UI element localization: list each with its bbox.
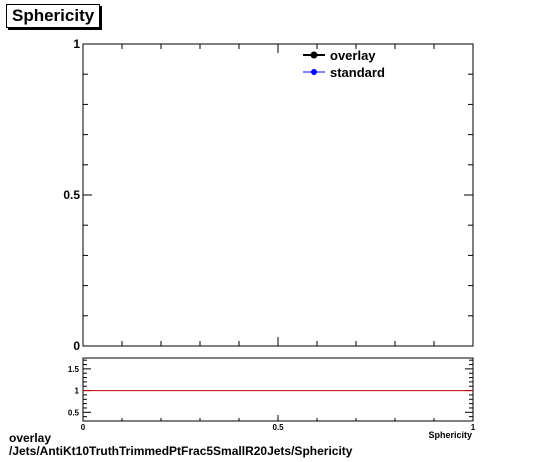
main-y-tick-label: 1 (73, 37, 80, 51)
caption-line-2: /Jets/AntiKt10TruthTrimmedPtFrac5SmallR2… (9, 444, 353, 458)
caption: overlay /Jets/AntiKt10TruthTrimmedPtFrac… (9, 432, 352, 458)
main-y-tick-labels: 00.51 (63, 37, 80, 353)
ratio-y-tick-label: 1.5 (68, 365, 80, 374)
main-plot-frame (82, 43, 474, 347)
ratio-x-tick-label: 0 (81, 423, 86, 432)
ratio-y-tick-labels: 0.5 1 1.5 (68, 365, 80, 417)
main-y-tick-label: 0.5 (63, 188, 80, 202)
ratio-x-tick-label: 1 (471, 423, 476, 432)
ratio-y-tick-label: 1 (75, 387, 80, 396)
chart-title: Sphericity (6, 4, 101, 28)
legend-marker-standard (311, 69, 317, 75)
main-axis-ticks (82, 43, 474, 347)
legend-label-standard: standard (330, 65, 385, 80)
main-y-tick-label: 0 (73, 339, 80, 353)
ratio-x-tick-labels: 0 0.5 1 (81, 423, 476, 432)
ratio-plot-frame (82, 357, 474, 422)
caption-line-1: overlay (9, 431, 52, 445)
legend-marker-overlay (310, 51, 318, 59)
x-axis-label: Sphericity (428, 430, 472, 440)
legend: overlay standard (303, 48, 385, 80)
legend-label-overlay: overlay (330, 48, 376, 63)
ratio-x-tick-label: 0.5 (272, 423, 284, 432)
ratio-y-tick-label: 0.5 (68, 408, 80, 417)
